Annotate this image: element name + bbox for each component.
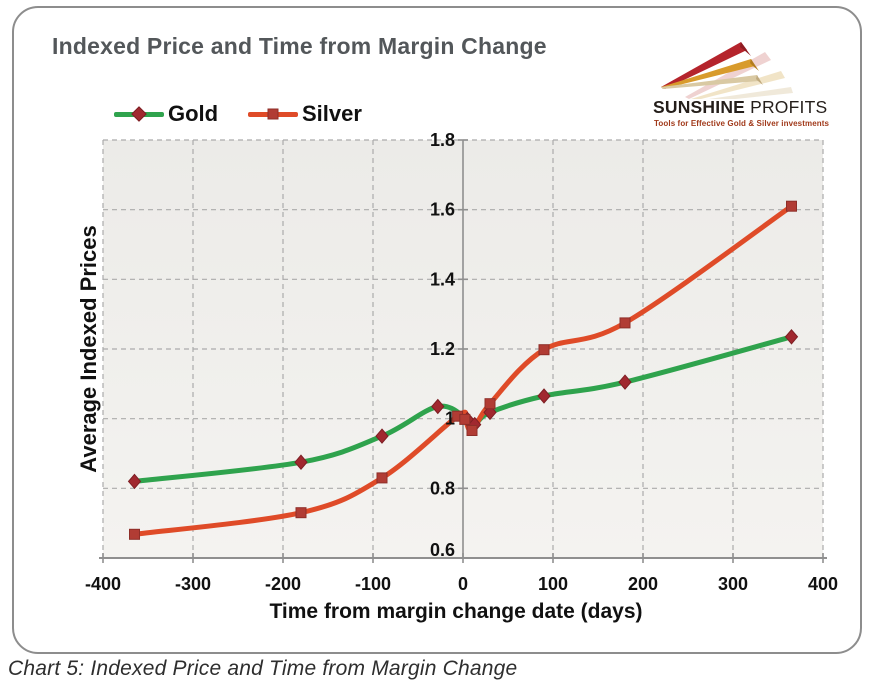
svg-text:Time from margin change date (: Time from margin change date (days): [269, 600, 642, 623]
sunshine-logo-icon: [661, 42, 793, 99]
svg-text:-300: -300: [175, 574, 211, 594]
silver-square-marker-icon: [267, 108, 279, 120]
svg-text:400: 400: [808, 574, 838, 594]
svg-text:1.2: 1.2: [430, 339, 455, 359]
gold-line-swatch-icon: [114, 106, 164, 122]
svg-text:0.6: 0.6: [430, 540, 455, 560]
legend-item-gold: Gold: [114, 101, 218, 127]
svg-text:0.8: 0.8: [430, 478, 455, 498]
sunshine-profits-logo: SUNSHINE PROFITS Tools for Effective Gol…: [643, 25, 863, 128]
page-title: Indexed Price and Time from Margin Chang…: [52, 33, 547, 59]
svg-text:1.6: 1.6: [430, 200, 455, 220]
brand-name: SUNSHINE PROFITS: [653, 97, 828, 117]
brand-tagline: Tools for Effective Gold & Silver invest…: [654, 119, 830, 128]
svg-text:1.4: 1.4: [430, 269, 455, 289]
silver-line-swatch-icon: [248, 108, 298, 120]
svg-text:Average Indexed Prices: Average Indexed Prices: [76, 225, 101, 472]
svg-text:1.8: 1.8: [430, 130, 455, 150]
svg-text:300: 300: [718, 574, 748, 594]
svg-text:1: 1: [445, 409, 455, 429]
svg-text:100: 100: [538, 574, 568, 594]
legend-item-silver: Silver: [248, 101, 362, 127]
svg-text:-100: -100: [355, 574, 391, 594]
chart-caption: Chart 5: Indexed Price and Time from Mar…: [8, 657, 518, 680]
legend-label-silver: Silver: [302, 101, 362, 126]
legend-label-gold: Gold: [168, 101, 219, 126]
svg-text:-400: -400: [85, 574, 121, 594]
svg-text:200: 200: [628, 574, 658, 594]
svg-text:0: 0: [458, 574, 468, 594]
svg-text:-200: -200: [265, 574, 301, 594]
